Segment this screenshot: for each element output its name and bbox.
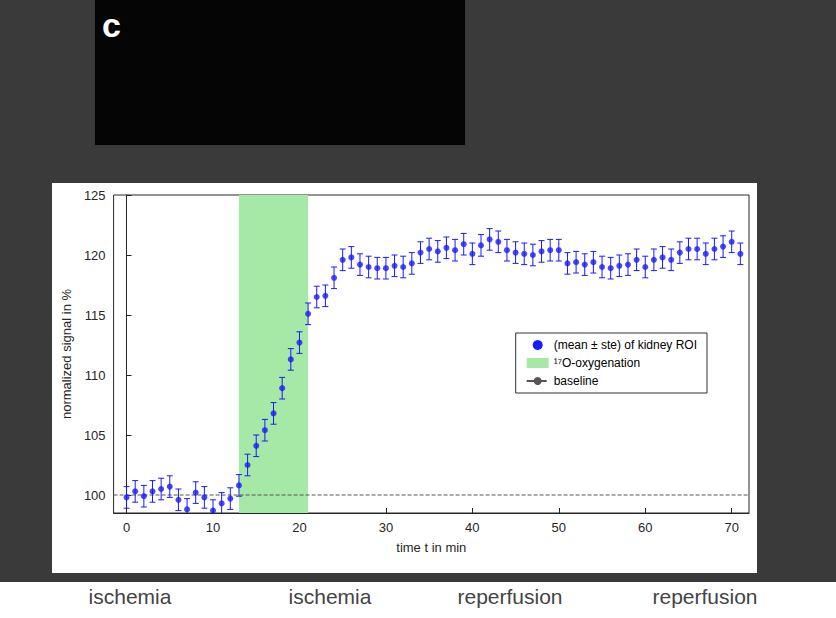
svg-text:40: 40 <box>465 520 479 535</box>
svg-text:125: 125 <box>84 188 106 203</box>
svg-text:110: 110 <box>85 368 106 383</box>
svg-text:30: 30 <box>379 520 393 535</box>
svg-text:120: 120 <box>84 248 106 263</box>
svg-text:¹⁷O-oxygenation: ¹⁷O-oxygenation <box>554 356 640 370</box>
svg-text:10: 10 <box>206 520 220 535</box>
svg-text:baseline: baseline <box>554 374 599 388</box>
svg-text:0: 0 <box>123 520 130 535</box>
html-text:c: c <box>102 6 121 44</box>
svg-text:time t in min: time t in min <box>396 540 466 555</box>
svg-text:(mean ± ste) of kidney ROI: (mean ± ste) of kidney ROI <box>554 338 697 352</box>
svg-text:60: 60 <box>638 520 652 535</box>
svg-text:normalized signal in %: normalized signal in % <box>59 289 74 420</box>
svg-text:115: 115 <box>85 308 106 323</box>
html-text:ischemia: ischemia <box>88 585 172 608</box>
svg-text:70: 70 <box>724 520 738 535</box>
svg-text:50: 50 <box>552 520 566 535</box>
html-text:reperfusion: reperfusion <box>457 585 563 608</box>
svg-text:105: 105 <box>84 428 106 443</box>
svg-text:100: 100 <box>84 488 106 503</box>
html-text:ischemia: ischemia <box>288 585 372 608</box>
html-text:reperfusion: reperfusion <box>652 585 758 608</box>
svg-text:20: 20 <box>292 520 306 535</box>
